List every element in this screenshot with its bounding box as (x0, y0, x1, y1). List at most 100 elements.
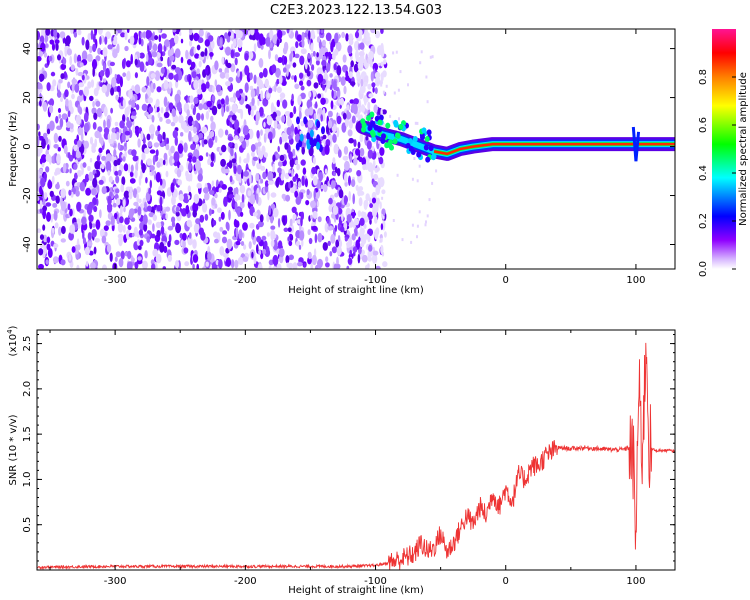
spectrogram-noise-cell (276, 86, 282, 94)
spectrogram-noise-cell (174, 136, 178, 146)
spectrogram-noise-cell (156, 190, 162, 196)
spectrogram-noise-cell (221, 106, 225, 117)
spectrogram-noise-cell (192, 201, 199, 213)
spectrogram-noise-cell (132, 188, 138, 199)
spectrogram-noise-cell (92, 223, 96, 228)
spectrogram-noise-cell (117, 169, 122, 177)
spectrogram-noise-cell (371, 82, 376, 88)
spectrogram-noise-cell (279, 136, 283, 145)
spectrogram-noise-cell (217, 207, 222, 213)
spectrogram-noise-cell (60, 63, 67, 70)
spectrogram-noise-cell (221, 184, 227, 190)
x-tick-label: -200 (234, 275, 257, 286)
spectrogram-noise-cell (253, 74, 257, 84)
spectrogram-noise-cell (73, 53, 78, 64)
spectrogram-noise-cell (37, 136, 40, 147)
spectrogram-noise-cell (84, 173, 90, 183)
spectrogram-noise-cell (193, 193, 200, 204)
spectrogram-noise-cell (299, 72, 304, 79)
spectrogram-noise-cell (294, 126, 298, 136)
spectrogram-noise-cell (107, 133, 111, 141)
spectrogram-noise-cell (124, 107, 129, 118)
spectrogram-noise-cell (91, 107, 97, 115)
x-tick-label: -300 (104, 275, 127, 286)
spectrogram-noise-cell (276, 78, 280, 85)
spectrogram-noise-cell (123, 163, 129, 172)
spectrogram-signal-blob (431, 154, 436, 161)
spectrogram-noise-cell (389, 114, 392, 118)
spectrogram-noise-cell (351, 115, 356, 124)
spectrogram-noise-cell (223, 196, 228, 207)
spectrogram-noise-cell (170, 182, 175, 193)
spectrogram-noise-cell (192, 156, 197, 163)
spectrogram-noise-cell (140, 130, 144, 141)
y-tick-label: -20 (22, 187, 33, 203)
spectrogram-noise-cell (414, 121, 417, 125)
spectrogram-noise-cell (375, 30, 381, 39)
spectrogram-noise-cell (61, 225, 66, 235)
spectrogram-noise-cell (60, 188, 67, 198)
spectrogram-noise-cell (110, 87, 115, 96)
spectrogram-noise-cell (62, 163, 67, 174)
spectrogram-noise-cell (123, 206, 126, 213)
spectrogram-noise-cell (281, 132, 285, 143)
spectrogram-noise-cell (231, 114, 237, 121)
spectrogram-signal-blob (421, 127, 427, 134)
spectrogram-noise-cell (264, 180, 269, 187)
spectrogram-noise-cell (289, 218, 293, 227)
spectrogram-noise-cell (365, 136, 369, 141)
spectrogram-noise-cell (165, 119, 171, 124)
spectrogram-noise-cell (109, 191, 113, 197)
spectrogram-noise-cell (128, 100, 132, 105)
spectrogram-noise-cell (366, 140, 372, 150)
spectrogram-noise-cell (49, 98, 55, 107)
spectrogram-noise-cell (129, 186, 133, 194)
spectrogram-noise-cell (352, 251, 356, 257)
spectrogram-noise-cell (182, 232, 187, 241)
spectrogram-noise-cell (294, 75, 297, 83)
spectrogram-signal-blob (309, 129, 314, 138)
spectrogram-noise-cell (348, 191, 352, 201)
spectrogram-noise-cell (52, 79, 57, 87)
spectrogram-noise-cell (115, 251, 121, 258)
spectrogram-noise-cell (247, 190, 252, 197)
spectrogram-noise-cell (374, 216, 378, 224)
spectrogram-noise-cell (155, 98, 160, 108)
spectrogram-noise-cell (318, 171, 324, 182)
spectrogram-noise-cell (255, 193, 259, 205)
spectrogram-noise-cell (177, 179, 183, 186)
spectrogram-signal-blob (394, 132, 400, 139)
spectrogram-noise-cell (89, 136, 94, 145)
spectrogram-noise-cell (129, 178, 136, 184)
spectrogram-noise-cell (268, 205, 272, 216)
spectrogram-noise-cell (267, 180, 274, 185)
spectrogram-signal-blob (303, 116, 308, 125)
spectrogram-noise-cell (263, 121, 266, 128)
spectrogram-noise-cell (416, 224, 419, 228)
spectrogram-noise-cell (73, 163, 78, 170)
spectrogram-noise-cell (379, 201, 382, 209)
spectrogram-noise-cell (407, 83, 409, 87)
spectrogram-noise-cell (329, 251, 333, 257)
spectrogram-noise-cell (106, 243, 112, 253)
spectrogram-noise-cell (68, 189, 72, 196)
spectrogram-noise-cell (157, 133, 162, 142)
spectrogram-noise-cell (104, 36, 108, 45)
spectrogram-y-label: Frequency (Hz) (8, 111, 19, 187)
spectrogram-noise-cell (252, 211, 258, 217)
spectrogram-noise-cell (155, 149, 159, 157)
spectrogram-noise-cell (313, 82, 319, 89)
spectrogram-noise-cell (164, 39, 170, 48)
spectrogram-noise-cell (337, 207, 343, 215)
spectrogram-noise-cell (134, 169, 138, 179)
spectrogram-noise-cell (286, 29, 290, 34)
spectrogram-noise-cell (298, 105, 302, 113)
spectrogram-noise-cell (42, 209, 46, 220)
spectrogram-noise-cell (76, 134, 79, 142)
spectrogram-noise-cell (323, 184, 328, 193)
spectrogram-noise-cell (353, 63, 359, 73)
spectrogram-noise-cell (312, 50, 316, 57)
spectrogram-noise-cell (326, 62, 331, 72)
